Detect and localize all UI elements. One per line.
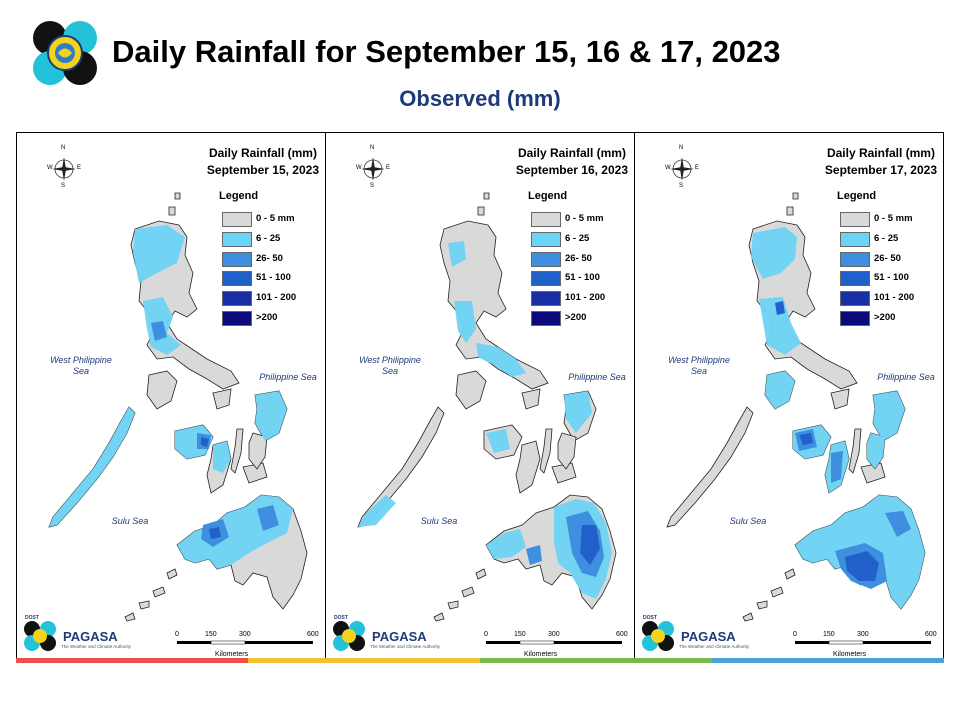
pagasa-tagline: The Weather and Climate Authority [370,644,440,649]
panel-title: Daily Rainfall (mm) September 15, 2023 [207,145,319,179]
sea-label-sulu: Sulu Sea [729,516,767,526]
pagasa-mark-icon [24,621,56,651]
sea-label-west: West Philippine Sea [50,355,112,376]
scale-label: 150 [823,631,835,638]
scale-unit: Kilometers [524,651,558,658]
scale-label: 600 [616,631,628,638]
scale-label: 600 [307,631,319,638]
scale-label: 600 [925,631,937,638]
compass-w: W [47,165,53,171]
pagasa-branding: DOST PAGASA The Weather and Climate Auth… [23,615,131,653]
legend-title: Legend [837,190,877,202]
pagasa-mark-icon [642,621,674,651]
sea-label-philippine: Philippine Sea [259,372,317,382]
scale-bar: 0 150 300 600 Kilometers [793,631,937,661]
compass-n: N [370,145,375,151]
pagasa-logo-icon [32,20,98,86]
compass-n: N [679,145,684,151]
compass-w: W [665,165,671,171]
pagasa-mark-icon [333,621,365,651]
pagasa-name: PAGASA [681,629,736,644]
page-subtitle: Observed (mm) [399,86,561,111]
compass-s: S [370,183,375,189]
legend-title: Legend [528,190,568,202]
pagasa-name: PAGASA [63,629,118,644]
panel-title: Daily Rainfall (mm) September 16, 2023 [516,145,628,179]
compass-w: W [356,165,362,171]
compass-rose-icon: N S W E [47,145,82,196]
compass-n: N [61,145,66,151]
footer-stripe-blue [712,658,944,663]
panel-title-date: September 16, 2023 [515,163,628,177]
scale-unit: Kilometers [215,651,249,658]
pagasa-tagline: The Weather and Climate Authority [679,644,749,649]
map-panel-sep-17: Daily Rainfall (mm) September 17, 2023 N… [634,132,944,663]
page-title: Daily Rainfall for September 15, 16 & 17… [112,34,781,69]
compass-e: E [77,165,82,171]
pagasa-prefix: DOST [643,615,657,621]
pagasa-prefix: DOST [334,615,348,621]
scale-label: 0 [484,631,488,638]
pagasa-name: PAGASA [372,629,427,644]
compass-e: E [695,165,700,171]
pagasa-tagline: The Weather and Climate Authority [61,644,131,649]
compass-rose-icon: N S W E [356,145,391,196]
scale-label: 300 [857,631,869,638]
compass-s: S [61,183,66,189]
scale-unit: Kilometers [833,651,867,658]
panel-title-date: September 15, 2023 [206,163,319,177]
pagasa-branding: DOST PAGASA The Weather and Climate Auth… [641,615,749,653]
footer-color-bar [16,658,944,663]
pagasa-prefix: DOST [25,615,39,621]
sea-label-sulu: Sulu Sea [420,516,458,526]
rainfall-map-sep-16 [357,192,617,622]
pagasa-branding: DOST PAGASA The Weather and Climate Auth… [332,615,440,653]
panel-title-date: September 17, 2023 [824,163,937,177]
panel-title-line1: Daily Rainfall (mm) [826,146,935,160]
scale-label: 150 [205,631,217,638]
scale-label: 300 [239,631,251,638]
footer-stripe-green [480,658,712,663]
sea-label-west: West Philippine Sea [668,355,730,376]
sea-label-west: West Philippine Sea [359,355,421,376]
panel-title-line1: Daily Rainfall (mm) [517,146,626,160]
sea-label-sulu: Sulu Sea [111,516,149,526]
compass-rose-icon: N S W E [665,145,700,196]
scale-label: 0 [175,631,179,638]
rainfall-map-sep-15 [48,192,308,622]
panel-title-line1: Daily Rainfall (mm) [208,146,317,160]
scale-label: 0 [793,631,797,638]
compass-s: S [679,183,684,189]
panel-title: Daily Rainfall (mm) September 17, 2023 [825,145,937,179]
footer-stripe-red [16,658,248,663]
scale-label: 300 [548,631,560,638]
scale-label: 150 [514,631,526,638]
legend-title: Legend [219,190,259,202]
footer-stripe-yellow [248,658,480,663]
rainfall-map-sep-17 [666,192,926,622]
compass-e: E [386,165,391,171]
scale-bar: 0 150 300 600 Kilometers [175,631,319,661]
map-panel-sep-15: Daily Rainfall (mm) September 15, 2023 N… [16,132,326,663]
scale-bar: 0 150 300 600 Kilometers [484,631,628,661]
sea-label-philippine: Philippine Sea [877,372,935,382]
map-panels: Daily Rainfall (mm) September 15, 2023 N… [16,132,944,663]
sea-label-philippine: Philippine Sea [568,372,626,382]
map-panel-sep-16: Daily Rainfall (mm) September 16, 2023 N… [325,132,635,663]
